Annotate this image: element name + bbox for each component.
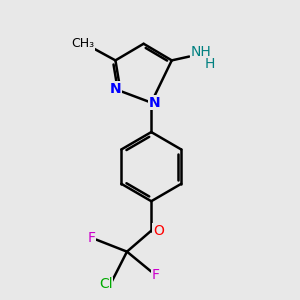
Text: F: F <box>152 268 160 282</box>
Text: CH₃: CH₃ <box>71 37 94 50</box>
Text: N: N <box>110 82 122 96</box>
Text: F: F <box>88 231 96 244</box>
Text: Cl: Cl <box>99 278 113 291</box>
Text: N: N <box>148 96 160 110</box>
Text: H: H <box>205 57 215 71</box>
Text: O: O <box>153 224 164 238</box>
Text: NH: NH <box>191 45 212 59</box>
